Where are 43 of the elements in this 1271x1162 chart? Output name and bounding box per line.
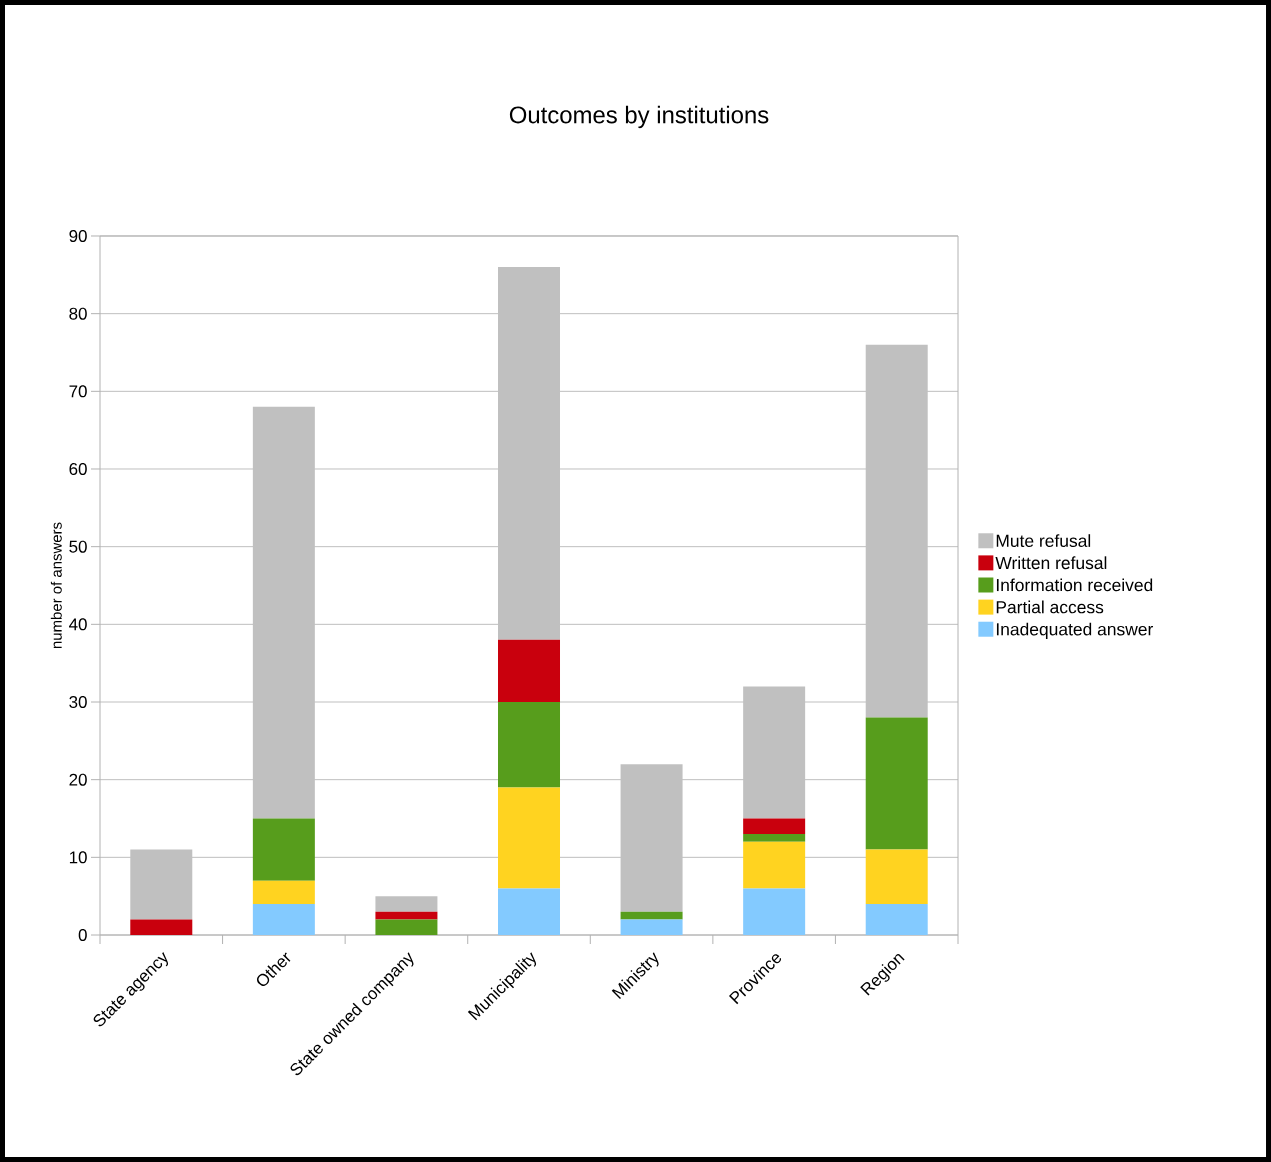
y-tick-label: 90 <box>69 230 87 242</box>
bar <box>375 896 438 912</box>
bar <box>620 764 683 912</box>
bar <box>743 888 806 935</box>
bar <box>498 267 560 640</box>
bar <box>498 639 560 702</box>
y-axis-title: number of answers <box>50 522 62 649</box>
bar <box>252 818 315 881</box>
legend-label: Partial access <box>996 600 1104 614</box>
y-tick-label: 10 <box>69 851 87 864</box>
y-tick-label: 0 <box>78 929 87 941</box>
bar <box>865 849 928 904</box>
y-tick-label: 70 <box>69 385 87 398</box>
y-tick-label: 50 <box>69 540 87 553</box>
chart-title: Outcomes by institutions <box>509 105 769 129</box>
bar <box>620 911 683 920</box>
bar <box>375 911 438 920</box>
legend-label: Inadequated answer <box>996 622 1154 639</box>
bar <box>620 919 683 935</box>
y-tick-label: 30 <box>69 696 87 708</box>
bar <box>130 919 193 935</box>
y-tick-label: 80 <box>69 307 87 320</box>
bar <box>130 849 193 920</box>
bar <box>498 888 560 935</box>
bar <box>252 880 315 904</box>
bar <box>865 344 928 718</box>
bar <box>375 919 438 935</box>
bar <box>865 717 928 850</box>
bar <box>743 818 806 835</box>
bar <box>743 841 806 889</box>
legend-label: Written refusal <box>995 556 1107 570</box>
y-tick-label: 40 <box>69 618 87 631</box>
y-tick-label: 60 <box>69 463 87 475</box>
bar <box>743 686 806 819</box>
bar <box>252 406 315 819</box>
bar <box>252 903 315 935</box>
legend-label: Information received <box>996 578 1153 592</box>
bar <box>498 702 560 788</box>
legend-label: Mute refusal <box>996 534 1091 548</box>
bar <box>743 834 806 842</box>
y-tick-label: 20 <box>69 773 87 786</box>
bar <box>865 903 928 935</box>
bar <box>498 787 560 889</box>
